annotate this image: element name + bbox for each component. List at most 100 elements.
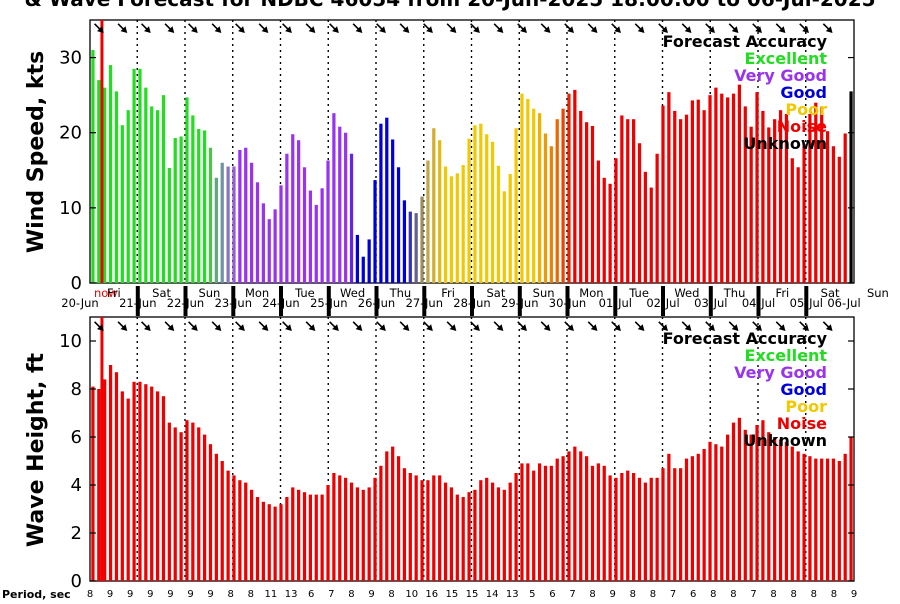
- data-bar: [626, 470, 630, 581]
- data-bar: [273, 506, 277, 581]
- data-bar: [537, 113, 542, 284]
- day-name-label: Fri: [776, 286, 790, 300]
- direction-arrow: [728, 321, 739, 331]
- data-bar: [161, 396, 166, 581]
- data-bar: [490, 482, 495, 581]
- data-bar: [126, 398, 130, 581]
- data-bar: [649, 477, 653, 581]
- direction-arrow: [187, 321, 198, 331]
- data-bar: [150, 106, 154, 283]
- direction-arrow: [376, 321, 386, 331]
- data-bar: [461, 165, 465, 283]
- data-bar: [731, 422, 736, 581]
- period-value: 8: [791, 589, 797, 600]
- direction-arrow: [634, 23, 645, 33]
- data-bar: [655, 477, 659, 581]
- data-bar: [543, 465, 548, 581]
- data-bar: [355, 487, 360, 581]
- data-bar: [367, 239, 371, 283]
- direction-arrow: [235, 321, 245, 331]
- data-bar: [620, 473, 624, 581]
- legend-title: Forecast Accuracy: [663, 329, 828, 348]
- data-bar: [784, 113, 789, 284]
- day-date-label: 30-Jun: [549, 296, 586, 310]
- wave-y-axis-label: Wave Height, ft: [24, 352, 49, 547]
- direction-arrow: [752, 23, 762, 33]
- period-value: 8: [388, 589, 394, 600]
- data-bar: [191, 115, 195, 284]
- data-bar: [761, 110, 765, 283]
- data-bar: [714, 444, 718, 581]
- data-bar: [773, 437, 777, 581]
- direction-arrow: [564, 23, 574, 33]
- period-value: 15: [446, 589, 459, 600]
- data-bar: [426, 480, 430, 581]
- direction-arrow: [329, 23, 339, 33]
- data-bar: [743, 106, 747, 283]
- legend-entry: Very Good: [734, 363, 827, 382]
- wave-bars: [91, 317, 853, 581]
- data-bar: [796, 451, 800, 581]
- data-bar: [167, 168, 171, 283]
- data-bar: [579, 451, 583, 581]
- data-bar: [802, 143, 806, 283]
- data-bar: [91, 386, 95, 581]
- data-bar: [144, 87, 148, 283]
- data-bar: [267, 504, 271, 581]
- data-bar: [632, 119, 636, 283]
- direction-arrow: [211, 23, 222, 33]
- y-tick-label: 0: [71, 273, 82, 294]
- data-bar: [285, 153, 289, 283]
- data-bar: [496, 165, 501, 283]
- direction-arrow: [705, 23, 715, 33]
- day-divider: [756, 286, 761, 316]
- wave-direction-arrows: [93, 321, 833, 331]
- period-row: Period, sec 8 9 9 9 9 9 9 8 8 11 13 6 7 8 9 8 10 16 15 15 14…: [2, 588, 857, 601]
- data-bar: [555, 458, 559, 581]
- data-bar: [831, 458, 836, 581]
- data-bar: [332, 113, 336, 284]
- day-date-label: 03-Jul: [694, 296, 727, 310]
- data-bar: [696, 99, 700, 284]
- data-bar: [402, 200, 407, 283]
- data-bar: [402, 468, 407, 581]
- data-bar: [432, 128, 436, 283]
- data-bar: [737, 417, 742, 581]
- data-bar: [408, 473, 412, 581]
- direction-arrow: [634, 321, 645, 331]
- period-value: 7: [670, 589, 676, 600]
- data-bar: [655, 153, 659, 283]
- data-bar: [778, 439, 783, 581]
- data-bar: [767, 127, 771, 283]
- data-bar: [661, 468, 665, 581]
- day-name-label: Sat: [152, 286, 171, 300]
- data-bar: [708, 95, 712, 283]
- period-value: 8: [630, 589, 636, 600]
- day-divider: [470, 286, 474, 316]
- data-bar: [302, 167, 307, 283]
- data-bar: [849, 91, 853, 283]
- data-bar: [108, 65, 113, 283]
- data-bar: [755, 92, 759, 283]
- data-bar: [314, 204, 318, 283]
- data-bar: [414, 213, 418, 283]
- y-tick-label: 10: [59, 331, 82, 352]
- data-bar: [285, 497, 289, 581]
- data-bar: [373, 477, 377, 581]
- period-value: 9: [368, 589, 374, 600]
- day-name-label: Mon: [579, 286, 603, 300]
- data-bar: [473, 125, 477, 283]
- data-bar: [673, 468, 677, 581]
- direction-arrow: [587, 321, 598, 331]
- data-bar: [238, 480, 242, 581]
- data-bar: [737, 84, 742, 284]
- data-bar: [579, 110, 583, 283]
- data-bar: [555, 119, 559, 283]
- data-bar: [520, 93, 524, 283]
- data-bar: [561, 456, 565, 581]
- data-bar: [244, 482, 248, 581]
- data-bar: [843, 453, 847, 581]
- data-bar: [820, 458, 824, 581]
- data-bar: [355, 234, 360, 283]
- direction-arrow: [446, 23, 457, 33]
